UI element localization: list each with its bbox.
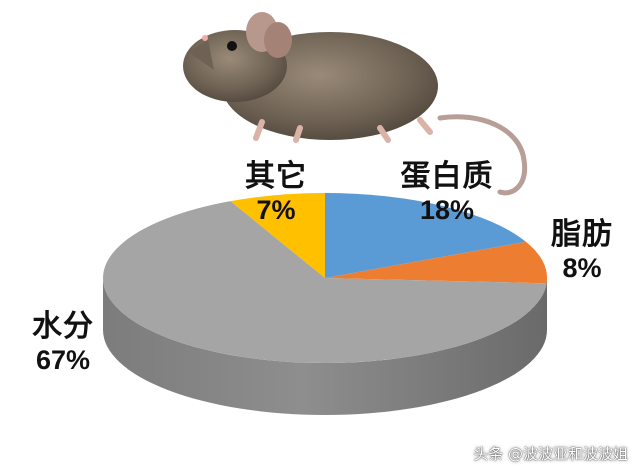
slice-label-water: 水分 67% <box>18 309 108 376</box>
pie-side-wall <box>103 278 547 415</box>
slice-fat <box>325 241 547 284</box>
watermark: 头条 @波波亚和波波姐 <box>473 445 628 463</box>
slice-water <box>103 201 547 363</box>
slice-name-fat: 脂肪 <box>551 217 613 252</box>
pie-rim <box>103 278 547 415</box>
slice-value-protein: 18% <box>419 194 475 225</box>
slice-name-other: 其它 <box>245 159 307 194</box>
slice-label-other: 其它 7% <box>236 159 316 226</box>
slice-name-water: 水分 <box>32 309 94 344</box>
slice-name-protein: 蛋白质 <box>400 159 494 194</box>
slice-value-fat: 8% <box>562 252 602 283</box>
pie-slices <box>103 193 547 363</box>
rat-illustration <box>183 12 528 196</box>
slice-label-fat: 脂肪 8% <box>542 217 622 284</box>
slice-value-water: 67% <box>35 344 91 375</box>
slice-protein <box>325 193 526 278</box>
slice-label-protein: 蛋白质 18% <box>382 159 512 226</box>
slice-other <box>230 193 325 278</box>
slice-value-other: 7% <box>256 194 296 225</box>
